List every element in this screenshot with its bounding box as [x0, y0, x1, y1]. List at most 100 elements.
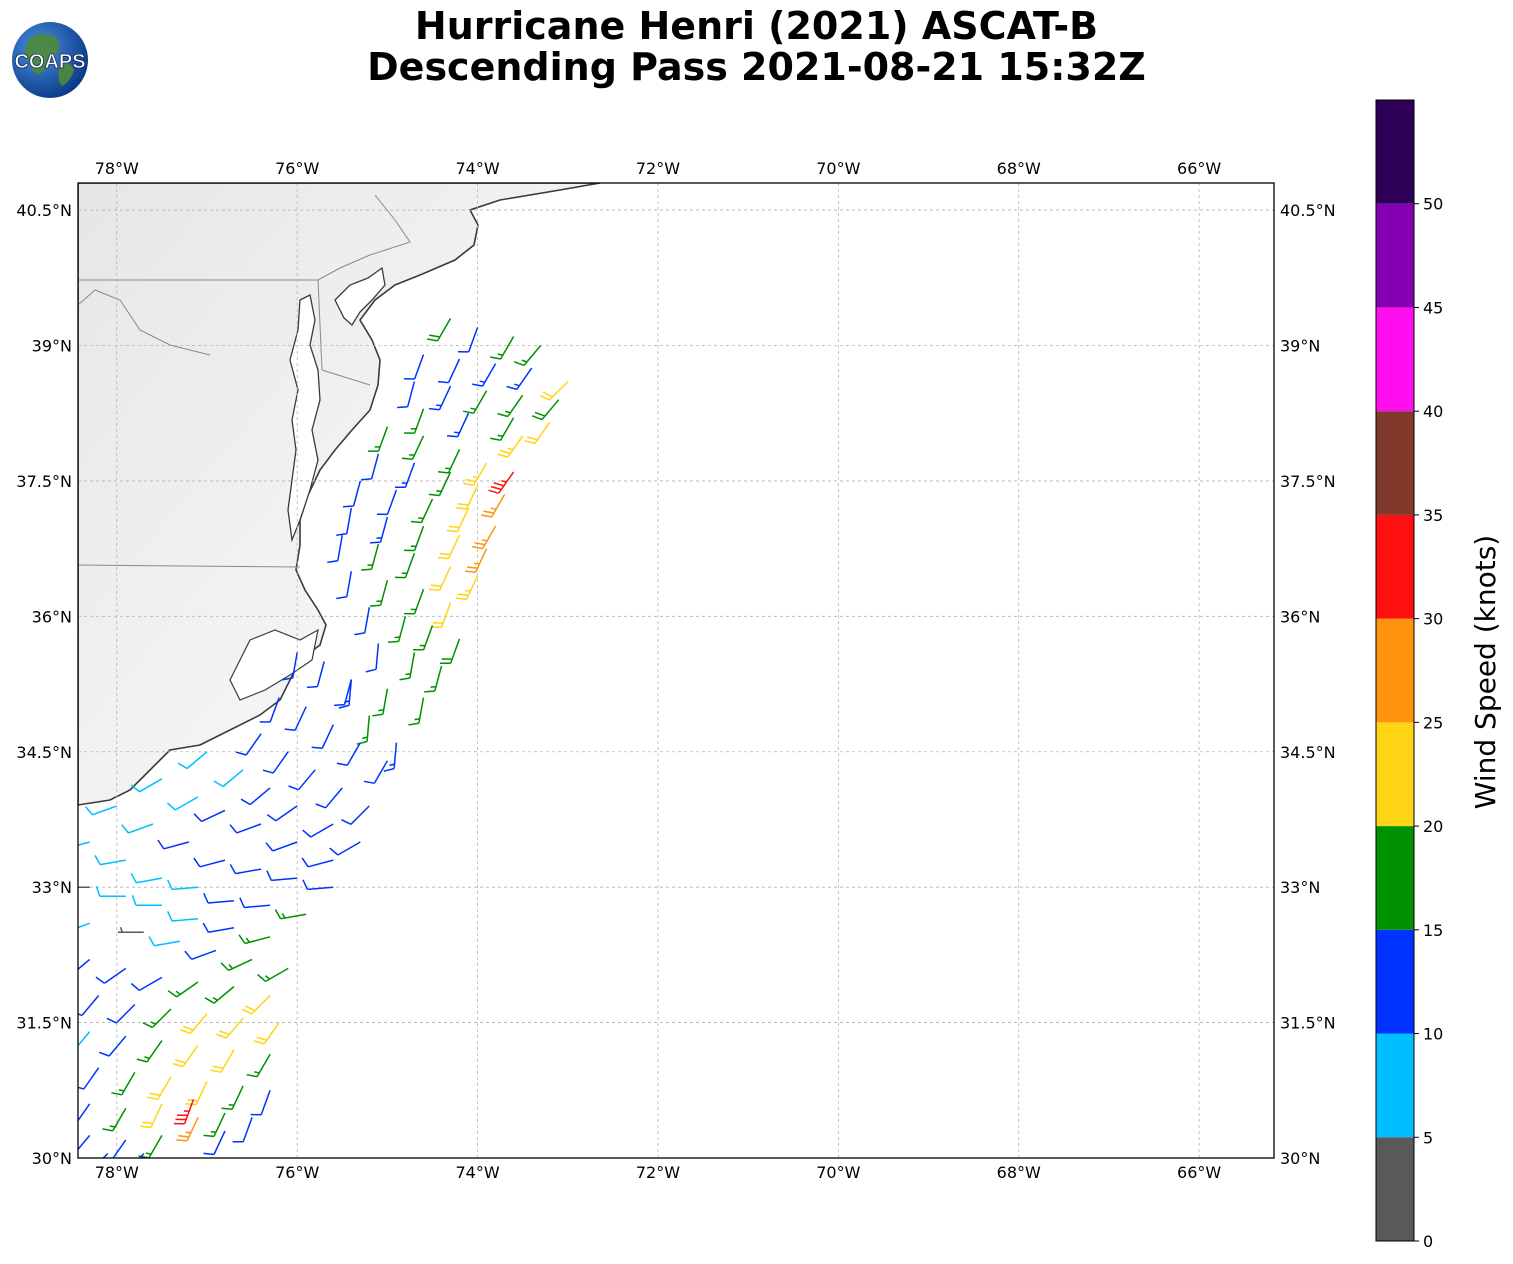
- colorbar-tick: 40: [1423, 402, 1443, 421]
- wind-barb: [157, 839, 190, 850]
- map-area: [78, 183, 1274, 1158]
- delaware-bay: [334, 266, 386, 326]
- wind-barb: [232, 1117, 253, 1143]
- globe-logo-icon: COAPS: [10, 20, 90, 100]
- wind-barb: [401, 435, 425, 461]
- wind-barb: [446, 412, 470, 438]
- wind-barb: [229, 823, 262, 834]
- wind-barb: [203, 1130, 226, 1156]
- wind-barb: [329, 841, 361, 856]
- wind-barb: [121, 823, 154, 834]
- colorbar-bin: [1376, 514, 1414, 619]
- wind-barb: [428, 471, 452, 497]
- chesapeake-bay: [287, 294, 321, 543]
- wind-barb: [78, 1067, 100, 1090]
- wind-barb: [403, 589, 425, 615]
- wind-barb: [446, 507, 470, 533]
- wind-barb: [176, 1117, 199, 1142]
- lon-tick-bottom: 74°W: [455, 1163, 499, 1182]
- colorbar-tick: 35: [1423, 506, 1443, 525]
- lat-tick-right: 39°N: [1280, 337, 1320, 356]
- wind-barb: [437, 448, 461, 474]
- wind-barb: [472, 363, 497, 387]
- wind-barb: [394, 462, 416, 489]
- wind-barb: [266, 870, 298, 882]
- wind-barb: [117, 927, 144, 934]
- wind-barb: [361, 543, 380, 571]
- wind-barb: [216, 1017, 244, 1039]
- colorbar-tick: 45: [1423, 298, 1443, 317]
- colorbar-bin: [1376, 722, 1414, 827]
- lon-tick-bottom: 68°W: [997, 1163, 1041, 1182]
- wind-barb: [284, 706, 307, 731]
- lat-tick-left: 40.5°N: [16, 201, 72, 220]
- wind-barb: [341, 805, 370, 825]
- title-line-2: Descending Pass 2021-08-21 15:32Z: [367, 45, 1146, 89]
- colorbar-bin: [1376, 826, 1414, 930]
- wind-barb: [130, 976, 163, 992]
- wind-barb: [336, 571, 353, 600]
- wind-barb: [490, 336, 515, 360]
- wind-barb: [95, 967, 127, 984]
- wind-barb: [213, 769, 244, 788]
- wind-barb: [361, 453, 380, 481]
- wind-barb: [238, 934, 271, 945]
- title-line-1: Hurricane Henri (2021) ASCAT-B: [414, 4, 1099, 48]
- wind-barb: [180, 1013, 208, 1035]
- wind-barb: [311, 724, 334, 749]
- wind-barb: [488, 471, 515, 494]
- colorbar-tick: 50: [1423, 195, 1443, 214]
- wind-barb: [302, 823, 334, 838]
- wind-barb: [301, 857, 334, 868]
- wind-barb: [282, 652, 298, 681]
- wind-barb: [315, 787, 343, 809]
- wind-barb: [166, 796, 199, 811]
- wind-barb: [246, 1053, 271, 1078]
- wind-barb: [370, 516, 389, 544]
- lat-tick-left: 31.5°N: [16, 1014, 72, 1033]
- colorbar-tick: 25: [1423, 713, 1443, 732]
- lon-tick-top: 68°W: [997, 159, 1041, 178]
- wind-barb: [167, 911, 199, 922]
- wind-barb: [388, 616, 407, 643]
- wind-barb: [130, 873, 163, 884]
- lat-tick-left: 39°N: [32, 337, 72, 356]
- wind-barb: [241, 994, 271, 1015]
- wind-barb: [148, 936, 181, 947]
- wind-barb: [240, 787, 271, 806]
- lon-tick-top: 78°W: [95, 159, 139, 178]
- wind-barb: [98, 1035, 127, 1057]
- wind-barb: [354, 607, 371, 636]
- map-frame: [77, 182, 1275, 1159]
- map-title: Hurricane Henri (2021) ASCAT-B Descendin…: [0, 6, 1513, 88]
- wind-barb: [455, 485, 479, 510]
- wind-barb: [376, 489, 398, 516]
- wind-barb: [365, 643, 380, 673]
- wind-barb: [172, 1044, 199, 1068]
- wind-barb: [193, 809, 226, 823]
- colorbar-bin: [1376, 1033, 1414, 1138]
- wind-barb: [410, 498, 434, 524]
- wind-barb: [177, 751, 208, 770]
- wind-barb: [167, 879, 199, 891]
- wind-barb: [102, 1107, 127, 1132]
- wind-barb: [78, 1134, 91, 1151]
- colorbar-bin: [1376, 1137, 1414, 1241]
- wind-barb: [481, 494, 506, 518]
- wind-barb: [253, 1022, 280, 1045]
- wind-barb: [142, 1008, 172, 1029]
- wind-barb: [463, 390, 488, 414]
- state-borders: [78, 194, 411, 568]
- wind-barb: [130, 778, 163, 793]
- lat-tick-left: 36°N: [32, 607, 72, 626]
- wind-barb: [139, 1153, 145, 1158]
- wind-barb: [220, 958, 253, 972]
- wind-barb: [336, 507, 353, 537]
- wind-barb: [458, 327, 479, 353]
- wind-barb: [140, 1103, 163, 1129]
- wind-barb: [539, 381, 569, 401]
- wind-barb: [257, 967, 289, 983]
- wind-barb: [372, 688, 389, 717]
- wind-barb: [465, 548, 488, 573]
- wind-barb: [111, 1071, 136, 1096]
